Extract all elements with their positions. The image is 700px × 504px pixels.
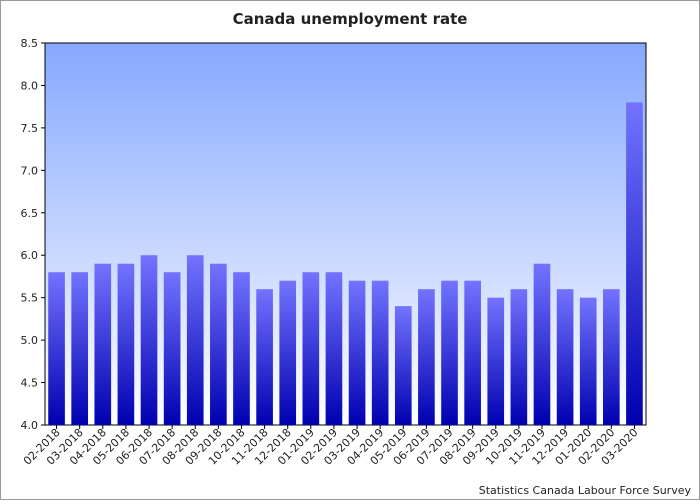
bar-02-2020 — [603, 289, 620, 425]
bars-group — [48, 102, 643, 425]
bar-03-2018 — [71, 272, 88, 425]
y-tick-label: 4.5 — [21, 377, 39, 390]
bar-12-2019 — [556, 289, 574, 425]
bar-05-2019 — [394, 306, 412, 425]
bar-07-2018 — [163, 272, 181, 425]
bar-08-2019 — [464, 280, 481, 425]
bar-07-2019 — [441, 280, 458, 425]
bar-11-2018 — [256, 289, 273, 425]
y-tick-label: 5.5 — [21, 292, 39, 305]
source-note: Statistics Canada Labour Force Survey — [479, 484, 692, 497]
y-tick-label: 6.5 — [21, 207, 39, 220]
plot-area — [44, 42, 647, 426]
bar-01-2020 — [579, 297, 597, 425]
bar-04-2019 — [371, 280, 389, 425]
y-tick-label: 4.0 — [21, 419, 39, 432]
y-tick-label: 7.5 — [21, 122, 39, 135]
bar-09-2019 — [487, 297, 505, 425]
bar-02-2019 — [325, 272, 343, 425]
y-axis: 4.0 4.5 5.0 5.5 6.0 6.5 7.0 7.5 8.0 8.5 — [21, 37, 45, 432]
bar-02-2018 — [48, 272, 65, 425]
bar-03-2020 — [626, 102, 643, 425]
x-axis: 02-201803-201804-201805-201806-201807-20… — [21, 425, 641, 468]
bar-12-2018 — [279, 280, 297, 425]
y-tick-label: 6.0 — [21, 249, 39, 262]
y-tick-label: 7.0 — [21, 164, 39, 177]
bar-10-2018 — [233, 272, 250, 425]
bar-04-2018 — [94, 263, 112, 425]
y-tick-label: 8.0 — [21, 79, 39, 92]
bar-01-2019 — [302, 272, 320, 425]
chart-title: Canada unemployment rate — [233, 10, 468, 28]
y-tick-label: 5.0 — [21, 334, 39, 347]
bar-06-2019 — [418, 289, 435, 425]
bar-08-2018 — [186, 255, 204, 425]
bar-10-2019 — [510, 289, 528, 425]
bar-09-2018 — [210, 263, 227, 425]
y-tick-label: 8.5 — [21, 37, 39, 50]
bar-06-2018 — [140, 255, 158, 425]
bar-05-2018 — [117, 263, 135, 425]
bar-11-2019 — [533, 263, 551, 425]
bar-03-2019 — [348, 280, 366, 425]
